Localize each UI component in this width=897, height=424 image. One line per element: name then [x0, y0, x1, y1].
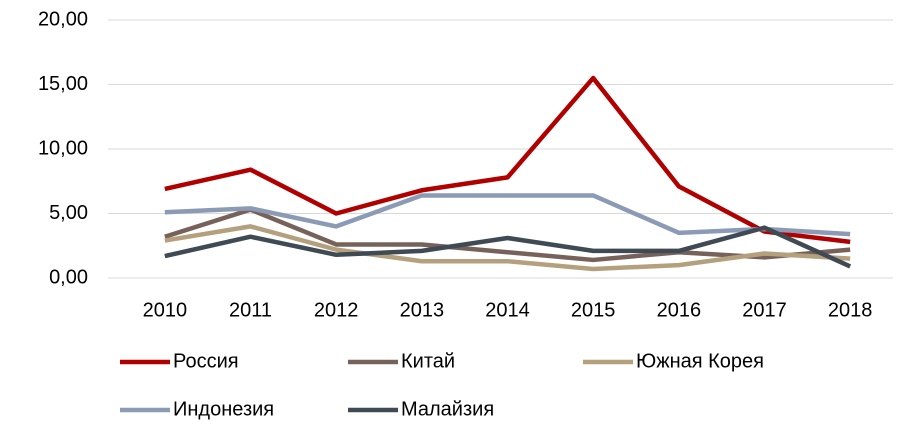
x-tick-label: 2014	[485, 299, 530, 321]
series-line	[164, 225, 852, 269]
x-tick-label: 2016	[657, 299, 702, 321]
x-tick-label: 2012	[314, 299, 359, 321]
x-tick-label: 2017	[742, 299, 787, 321]
x-tick-label: 2011	[229, 299, 272, 321]
y-tick-label: 0,00	[49, 266, 88, 288]
legend-label: Китай	[401, 350, 455, 372]
series-line	[164, 75, 851, 245]
series-line	[164, 224, 851, 272]
legend-label: Южная Корея	[636, 350, 764, 372]
y-tick-label: 20,00	[38, 8, 88, 30]
x-tick-label: 2010	[143, 299, 188, 321]
x-tick-label: 2018	[828, 299, 873, 321]
series-line	[164, 193, 851, 237]
y-tick-label: 15,00	[38, 73, 88, 95]
series-line	[164, 207, 851, 263]
y-tick-label: 5,00	[49, 202, 88, 224]
legend-label: Малайзия	[401, 398, 494, 420]
y-tick-label: 10,00	[38, 137, 88, 159]
legend-label: Индонезия	[173, 398, 274, 420]
x-tick-label: 2015	[571, 299, 616, 321]
x-tick-label: 2013	[400, 299, 445, 321]
legend-label: Россия	[173, 350, 239, 372]
